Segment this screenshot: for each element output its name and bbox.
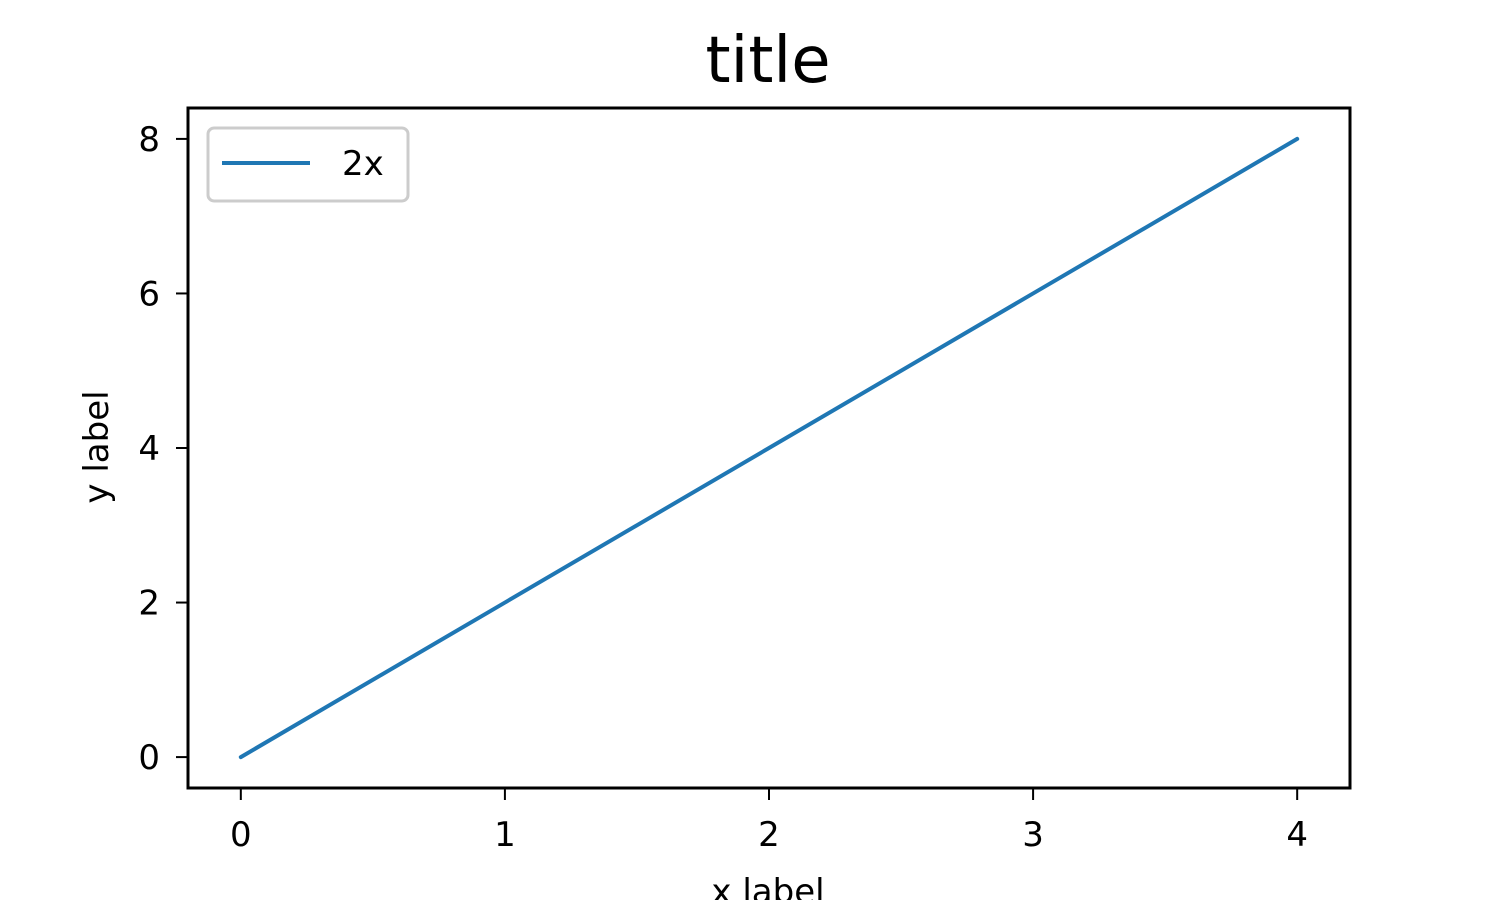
x-tick-label: 0 [230,815,252,855]
legend-label: 2x [342,144,384,184]
y-tick-label: 8 [138,120,160,160]
y-tick-label: 0 [138,738,160,778]
y-tick-label: 2 [138,584,160,624]
y-tick-label: 4 [138,429,160,469]
series-layer [238,136,1300,760]
chart-title: title [705,24,830,98]
x-axis: 0 1 2 3 4 [230,788,1308,855]
y-tick-label: 6 [138,274,160,314]
x-axis-label: x label [711,872,824,900]
x-tick-label: 3 [1022,815,1044,855]
x-tick-label: 2 [758,815,780,855]
legend: 2x [206,126,410,203]
series-line-2x [238,136,1300,760]
y-axis-label: y label [77,390,117,503]
y-axis: 0 2 4 6 8 [138,120,188,778]
x-tick-label: 4 [1286,815,1308,855]
x-tick-label: 1 [494,815,516,855]
